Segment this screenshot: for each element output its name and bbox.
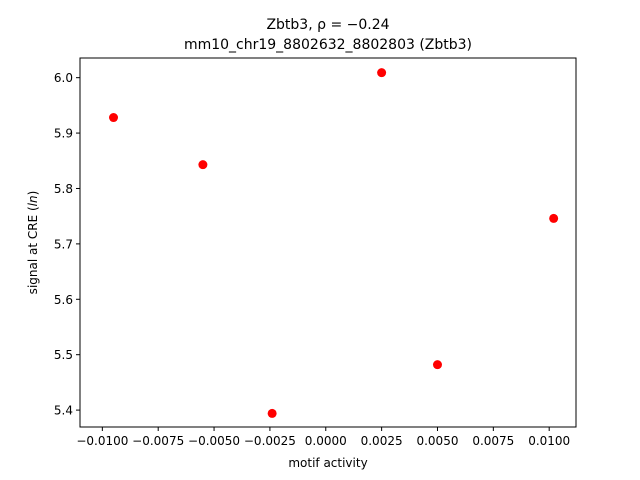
x-tick-label: −0.0100 [76, 434, 128, 448]
x-tick-label: 0.0050 [416, 434, 458, 448]
data-point [109, 113, 119, 123]
data-point [432, 360, 442, 370]
x-tick-label: 0.0025 [361, 434, 403, 448]
data-point [198, 160, 208, 170]
y-tick-label: 6.0 [54, 71, 73, 85]
y-tick-label: 5.7 [54, 237, 73, 251]
x-tick-label: −0.0050 [188, 434, 240, 448]
y-axis-label: signal at CRE (ln) [26, 191, 40, 295]
x-axis-ticks: −0.0100 −0.0075 −0.0050 −0.0025 0.0000 0.0025… [76, 427, 570, 448]
y-tick-label: 5.9 [54, 127, 73, 141]
y-tick-label: 5.6 [54, 293, 73, 307]
data-point [377, 68, 387, 78]
data-point [549, 213, 559, 223]
y-tick-label: 5.8 [54, 182, 73, 196]
x-axis-label: motif activity [288, 456, 367, 470]
x-tick-label: 0.0000 [305, 434, 347, 448]
plot-area-frame [79, 57, 577, 428]
y-tick-label: 5.5 [54, 348, 73, 362]
data-point [267, 408, 277, 418]
y-axis-ticks: 5.4 5.5 5.6 5.7 5.8 5.9 6.0 [54, 71, 80, 418]
chart-title: Zbtb3, ρ = −0.24 [266, 17, 389, 33]
x-tick-label: −0.0025 [244, 434, 296, 448]
data-points [109, 68, 559, 418]
y-tick-label: 5.4 [54, 404, 73, 418]
x-tick-label: 0.0075 [472, 434, 514, 448]
chart-subtitle: mm10_chr19_8802632_8802803 (Zbtb3) [184, 37, 472, 53]
x-tick-label: 0.0100 [528, 434, 570, 448]
x-tick-label: −0.0075 [132, 434, 184, 448]
